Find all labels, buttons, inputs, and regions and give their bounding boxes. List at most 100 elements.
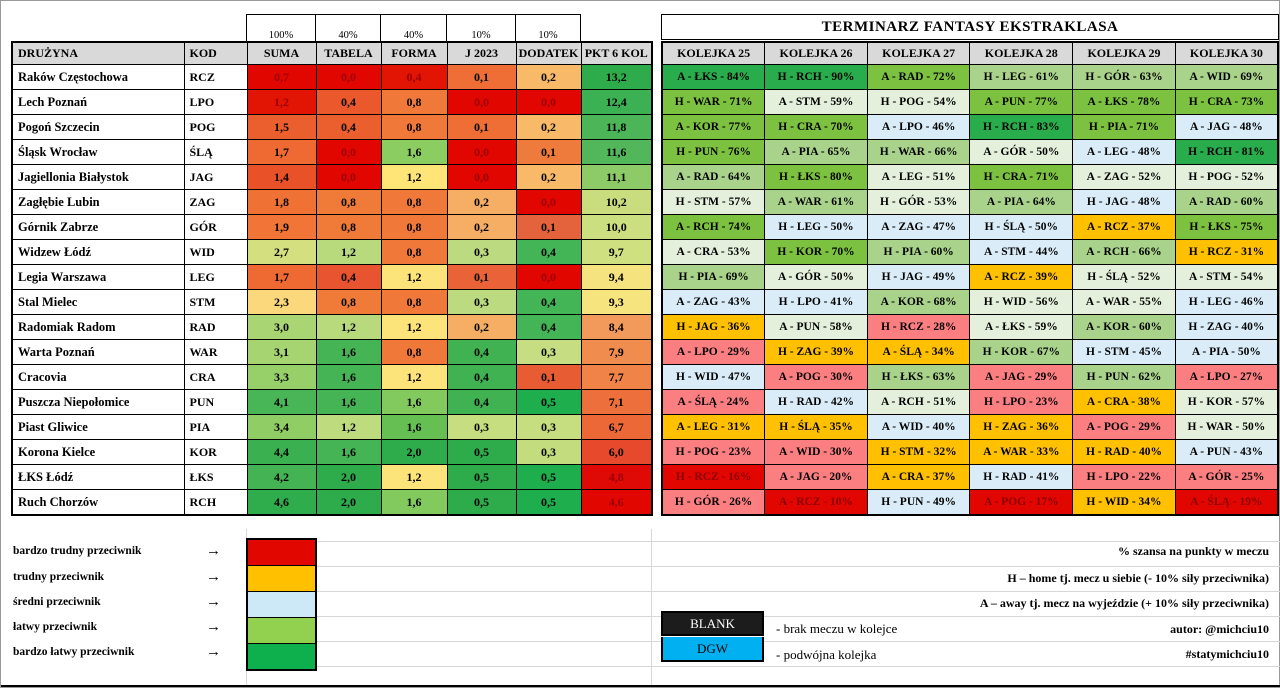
fixture-cell: H - JAG - 49% xyxy=(866,264,971,290)
weight-dodatek: 10% xyxy=(515,14,581,44)
fixtures-title: TERMINARZ FANTASY EKSTRAKLASA xyxy=(661,14,1279,40)
header-kolejka-26: KOLEJKA 26 xyxy=(764,41,868,65)
team-code-cell: PUN xyxy=(183,389,248,415)
fixture-cell: H - KOR - 70% xyxy=(764,239,868,265)
rating-value-cell: 0,5 xyxy=(446,439,517,465)
fixture-cell: A - ZAG - 52% xyxy=(1072,164,1176,190)
rating-value-cell: 11,8 xyxy=(580,114,653,140)
fixture-cell: A - WID - 69% xyxy=(1174,64,1279,90)
fixture-cell: A - PIA - 64% xyxy=(969,189,1074,215)
rating-value-cell: 1,4 xyxy=(246,164,317,190)
fixture-cell: H - GÓR - 63% xyxy=(1072,64,1176,90)
fixture-cell: H - JAG - 36% xyxy=(661,314,766,340)
rating-value-cell: 1,2 xyxy=(246,89,317,115)
fixture-cell: H - LEG - 46% xyxy=(1174,289,1279,315)
fixture-cell: H - WAR - 66% xyxy=(866,139,971,165)
fixture-cell: H - PUN - 49% xyxy=(866,489,971,516)
fixture-cell: H - PIA - 60% xyxy=(866,239,971,265)
legend-color-swatches xyxy=(246,538,317,671)
team-row: ŁKS Łódź ŁKS 4,2 2,0 1,2 0,5 0,5 4,8 xyxy=(11,464,653,490)
fixture-cell: H - ZAG - 36% xyxy=(969,414,1074,440)
gridline xyxy=(313,641,1280,642)
rating-value-cell: 0,5 xyxy=(515,489,582,516)
gridline xyxy=(313,666,1280,667)
fixture-cell: A - LPO - 29% xyxy=(661,339,766,365)
rating-value-cell: 0,0 xyxy=(315,64,382,90)
fixture-cell: A - CRA - 37% xyxy=(866,464,971,490)
rating-value-cell: 0,1 xyxy=(446,114,517,140)
fixture-cell: H - RCZ - 16% xyxy=(661,464,766,490)
team-name-cell: ŁKS Łódź xyxy=(11,464,185,490)
team-code-cell: GÓR xyxy=(183,214,248,240)
team-row: Jagiellonia Białystok JAG 1,4 0,0 1,2 0,0 0,2 1… xyxy=(11,164,653,190)
fixture-row: A - ZAG - 43% H - LPO - 41% A - KOR - 68% H… xyxy=(661,289,1279,315)
fixture-cell: A - RCH - 66% xyxy=(1072,239,1176,265)
team-code-cell: LEG xyxy=(183,264,248,290)
rating-value-cell: 0,7 xyxy=(246,64,317,90)
team-row: Ruch Chorzów RCH 4,6 2,0 1,6 0,5 0,5 4,6 xyxy=(11,489,653,516)
fixture-cell: A - POG - 29% xyxy=(1072,414,1176,440)
fixture-cell: H - RCH - 90% xyxy=(764,64,868,90)
fixture-cell: H - ŚLĄ - 50% xyxy=(969,214,1074,240)
fixture-row: H - PIA - 69% A - GÓR - 50% H - JAG - 49% A… xyxy=(661,264,1279,290)
rating-value-cell: 1,2 xyxy=(315,414,382,440)
rating-value-cell: 1,2 xyxy=(315,239,382,265)
team-name-cell: Piast Gliwice xyxy=(11,414,185,440)
rating-value-cell: 0,2 xyxy=(446,314,517,340)
fixture-cell: A - RCZ - 37% xyxy=(1072,214,1176,240)
weight-forma: 40% xyxy=(380,14,447,44)
fixture-cell: H - WAR - 50% xyxy=(1174,414,1279,440)
rating-value-cell: 0,0 xyxy=(446,164,517,190)
rating-value-cell: 0,4 xyxy=(380,64,448,90)
rating-value-cell: 13,2 xyxy=(580,64,653,90)
fixture-cell: A - KOR - 77% xyxy=(661,114,766,140)
fixture-cell: A - WAR - 55% xyxy=(1072,289,1176,315)
rating-value-cell: 4,1 xyxy=(246,389,317,415)
header-kolejka-28: KOLEJKA 28 xyxy=(969,41,1074,65)
rating-value-cell: 0,5 xyxy=(515,389,582,415)
fixture-cell: H - GÓR - 26% xyxy=(661,489,766,516)
team-name-cell: Korona Kielce xyxy=(11,439,185,465)
arrow-icon: → xyxy=(206,619,221,635)
rating-value-cell: 1,2 xyxy=(315,314,382,340)
rating-value-cell: 0,3 xyxy=(446,414,517,440)
fixture-row: H - POG - 23% A - WID - 30% H - STM - 32% A… xyxy=(661,439,1279,465)
header-kolejka-29: KOLEJKA 29 xyxy=(1072,41,1176,65)
rating-value-cell: 0,2 xyxy=(446,189,517,215)
note-chance: % szansa na punkty w meczu xyxy=(1117,544,1269,558)
rating-value-cell: 0,4 xyxy=(515,239,582,265)
fixture-cell: A - WID - 40% xyxy=(866,414,971,440)
fixture-cell: H - WID - 34% xyxy=(1072,489,1176,516)
fixture-cell: H - RAD - 42% xyxy=(764,389,868,415)
rating-value-cell: 4,4 xyxy=(246,439,317,465)
team-row: Korona Kielce KOR 4,4 1,6 2,0 0,5 0,3 6,0 xyxy=(11,439,653,465)
fixture-cell: A - POG - 17% xyxy=(969,489,1074,516)
fixture-cell: A - POG - 30% xyxy=(764,364,868,390)
team-code-cell: STM xyxy=(183,289,248,315)
fixture-cell: A - STM - 54% xyxy=(1174,264,1279,290)
rating-value-cell: 0,2 xyxy=(515,164,582,190)
team-name-cell: Śląsk Wrocław xyxy=(11,139,185,165)
fixture-cell: H - POG - 52% xyxy=(1174,164,1279,190)
rating-value-cell: 0,4 xyxy=(446,364,517,390)
header-forma: FORMA xyxy=(380,41,448,65)
rating-value-cell: 0,2 xyxy=(515,114,582,140)
fixture-cell: H - POG - 54% xyxy=(866,89,971,115)
fixture-cell: A - ZAG - 43% xyxy=(661,289,766,315)
fixture-cell: H - WID - 56% xyxy=(969,289,1074,315)
rating-value-cell: 0,8 xyxy=(315,214,382,240)
team-name-cell: Lech Poznań xyxy=(11,89,185,115)
team-code-cell: PIA xyxy=(183,414,248,440)
team-ratings-table: DRUŻYNA KOD SUMA TABELA FORMA J 2023 DOD… xyxy=(11,41,653,516)
rating-value-cell: 6,0 xyxy=(580,439,653,465)
fixtures-table: KOLEJKA 25 KOLEJKA 26 KOLEJKA 27 KOLEJKA… xyxy=(661,41,1279,516)
blank-badge: BLANK xyxy=(661,611,764,636)
rating-value-cell: 4,6 xyxy=(246,489,317,516)
fixture-cell: A - ŚLĄ - 24% xyxy=(661,389,766,415)
team-row: Legia Warszawa LEG 1,7 0,4 1,2 0,1 0,0 9,4 xyxy=(11,264,653,290)
rating-value-cell: 6,7 xyxy=(580,414,653,440)
fixture-cell: A - ZAG - 47% xyxy=(866,214,971,240)
team-row: Radomiak Radom RAD 3,0 1,2 1,2 0,2 0,4 8,4 xyxy=(11,314,653,340)
team-row: Raków Częstochowa RCZ 0,7 0,0 0,4 0,1 0,2 13,2 xyxy=(11,64,653,90)
fixture-cell: H - CRA - 71% xyxy=(969,164,1074,190)
